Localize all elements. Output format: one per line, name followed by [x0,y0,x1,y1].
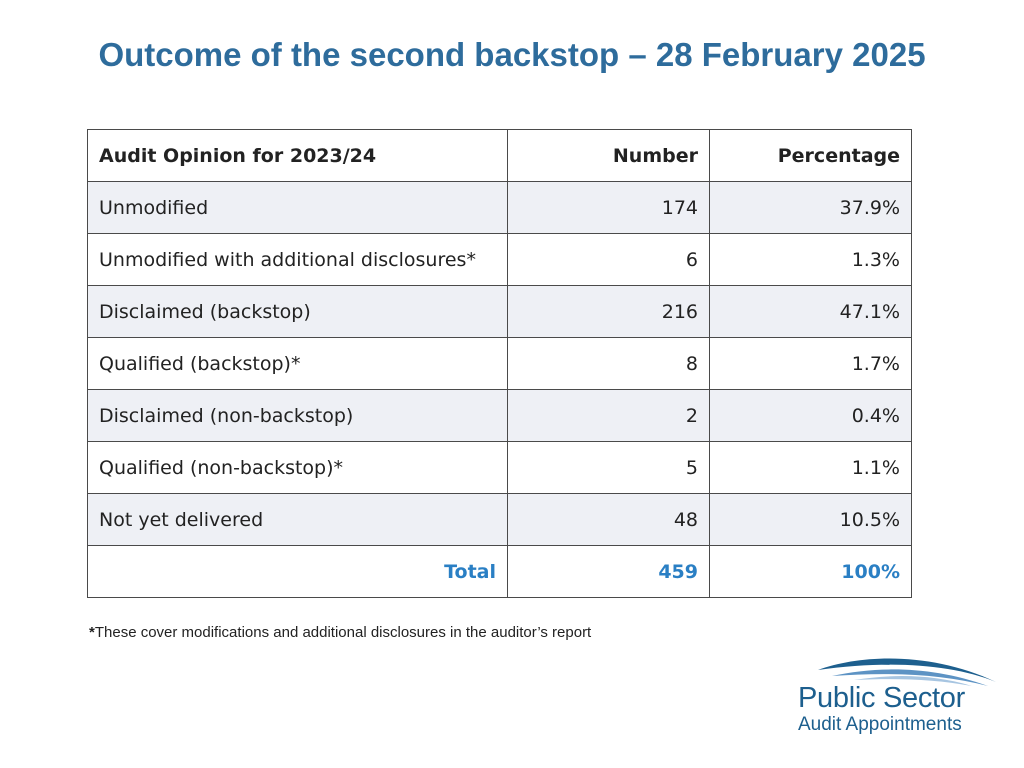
table-header-row: Audit Opinion for 2023/24 Number Percent… [87,129,912,182]
total-percentage: 100% [709,545,912,598]
row-percentage: 0.4% [709,389,912,442]
row-opinion: Disclaimed (non-backstop) [87,389,508,442]
logo-text-line1: Public Sector [798,682,965,714]
row-number: 2 [507,389,710,442]
row-number: 5 [507,441,710,494]
row-percentage: 1.3% [709,233,912,286]
header-number: Number [507,129,710,182]
page-title: Outcome of the second backstop – 28 Febr… [98,36,926,73]
wave-swoosh-icon [818,658,996,686]
row-percentage: 37.9% [709,181,912,234]
row-percentage: 47.1% [709,285,912,338]
audit-opinion-table: Audit Opinion for 2023/24 Number Percent… [87,129,912,598]
table-row: Unmodified with additional disclosures* … [87,233,912,286]
row-opinion: Not yet delivered [87,493,508,546]
row-percentage: 1.1% [709,441,912,494]
footnote: *These cover modifications and additiona… [89,624,591,641]
header-percentage: Percentage [709,129,912,182]
row-percentage: 10.5% [709,493,912,546]
total-number: 459 [507,545,710,598]
row-number: 8 [507,337,710,390]
row-number: 6 [507,233,710,286]
table-row: Disclaimed (non-backstop) 2 0.4% [87,389,912,442]
row-number: 216 [507,285,710,338]
total-label: Total [87,545,508,598]
row-opinion: Qualified (backstop)* [87,337,508,390]
table-row: Not yet delivered 48 10.5% [87,493,912,546]
row-percentage: 1.7% [709,337,912,390]
table-row: Disclaimed (backstop) 216 47.1% [87,285,912,338]
row-opinion: Qualified (non-backstop)* [87,441,508,494]
row-opinion: Unmodified [87,181,508,234]
row-number: 174 [507,181,710,234]
table-row: Qualified (non-backstop)* 5 1.1% [87,441,912,494]
table-row: Qualified (backstop)* 8 1.7% [87,337,912,390]
table-row: Unmodified 174 37.9% [87,181,912,234]
row-opinion: Disclaimed (backstop) [87,285,508,338]
psaa-logo: Public Sector Audit Appointments [792,652,1002,742]
header-opinion: Audit Opinion for 2023/24 [87,129,508,182]
footnote-text: These cover modifications and additional… [94,624,592,641]
row-number: 48 [507,493,710,546]
logo-text-line2: Audit Appointments [798,714,962,735]
row-opinion: Unmodified with additional disclosures* [87,233,508,286]
footnote-marker: * [89,624,95,641]
total-row: Total 459 100% [87,545,912,598]
